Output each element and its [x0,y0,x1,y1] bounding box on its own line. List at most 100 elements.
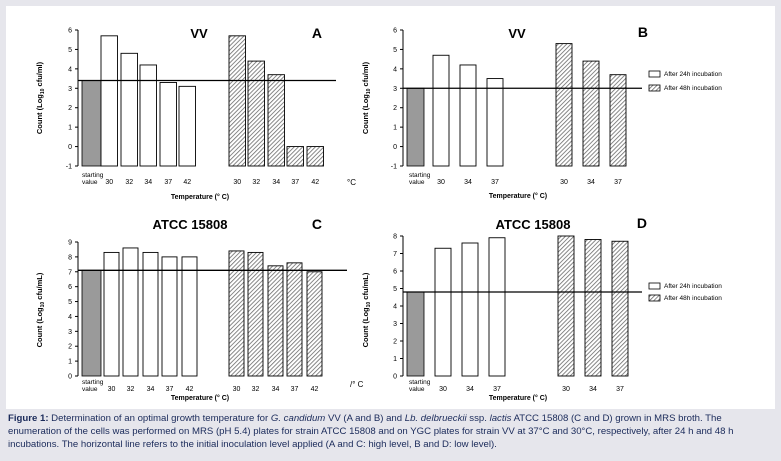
caption-organism-1: G. candidum [270,413,326,424]
panel-d-legend-label: After 48h incubation [664,295,722,302]
panel-c-x-tick-label: 32 [127,386,135,393]
panel-b-starting-label-1: starting [409,172,431,179]
panel-b-starting-label-2: value [409,179,425,186]
panel-b-bar-24h [486,78,504,167]
panel-b-y-axis-label: Count (Log10 cfu/ml) [361,61,372,134]
panel-d-bar-48h [557,235,575,377]
panel-a-unit-label: °C [347,178,356,187]
panel-c-x-tick-label: 42 [186,386,194,393]
panel-c-x-tick-label: 34 [272,386,280,393]
panel-d-title: ATCC 15808 [496,217,571,232]
panel-a-x-tick-label: 34 [144,179,152,186]
panel-d-x-tick-label: 37 [493,386,501,393]
panel-c-y-axis-label: Count (Log10 cfu/mL) [35,272,46,347]
panel-a-bar-48h [247,60,265,167]
panel-c-x-tick-label: 32 [252,386,260,393]
panel-c-bar-24h [161,256,178,377]
panel-b-legend-swatch [648,70,661,78]
panel-d-y-tick-label: 4 [393,304,397,311]
panel-c-bar-24h [142,251,159,377]
panel-a-x-tick-label: 32 [125,179,133,186]
panel-a-y-axis-label: Count (Log10 cfu/ml) [35,61,46,134]
caption-organism-3: lactis [489,413,512,424]
panel-b-legend-label: After 24h incubation [664,71,722,78]
panel-a-x-tick-label: 42 [183,179,191,186]
panel-b-y-tick-label: 3 [393,86,397,93]
panel-a-y-tick-label: 3 [68,86,72,93]
panel-a-y-tick-label: 0 [68,144,72,151]
panel-b-letter: B [638,24,648,40]
panel-d-legend-swatch [648,294,661,302]
panel-d-legend-swatch [648,282,661,290]
panel-c-starting-label-2: value [82,386,98,393]
panel-b-bar-48h [609,74,627,167]
panel-b-y-tick-label: -1 [391,164,397,171]
panel-b-y-tick-label: 2 [393,105,397,112]
panel-a-bar-24h [178,85,196,167]
panel-b-x-tick-label: 34 [464,179,472,186]
panel-c-y-tick-label: 6 [68,284,72,291]
panel-d-x-tick-label: 37 [616,386,624,393]
panel-c-x-tick-label: 34 [147,386,155,393]
panel-b-y-tick-label: 4 [393,66,397,73]
panel-b-y-tick-label: 5 [393,47,397,54]
panel-a-starting-label-1: starting [82,172,104,179]
panel-a-bar-48h [286,146,304,167]
panel-b-bar-24h [432,54,450,167]
panel-a-x-tick-label: 30 [233,179,241,186]
panel-c-bar-48h [286,262,303,377]
caption-text-4: ATCC 15808 (C and D) grown in MRS broth.… [8,413,734,450]
panel-c-starting-bar [81,269,102,377]
panel-b-x-tick-label: 37 [491,179,499,186]
panel-b-x-tick-label: 34 [587,179,595,186]
figure-caption: Figure 1: Determination of an optimal gr… [8,412,776,451]
panel-c-y-tick-label: 2 [68,344,72,351]
panel-b-legend-swatch [648,84,661,92]
panel-d-bar-24h [434,247,452,377]
panel-a-x-tick-label: 30 [105,179,113,186]
panel-c-bar-24h [103,251,120,377]
panel-d-y-tick-label: 0 [393,374,397,381]
panel-b-y-tick-label: 1 [393,125,397,132]
panel-a-x-axis-label: Temperature (° C) [171,193,229,201]
panel-c-y-tick-label: 7 [68,269,72,276]
panel-d-y-tick-label: 8 [393,234,397,241]
panel-d-starting-label-2: value [409,386,425,393]
caption-label: Figure 1: [8,413,49,424]
panel-c-unit-label: /° C [350,380,364,389]
panel-b-x-axis-label: Temperature (° C) [489,192,547,200]
panel-c-x-axis-label: Temperature (° C) [171,394,229,402]
panel-c-bar-48h [228,250,245,377]
panel-c-y-tick-label: 0 [68,374,72,381]
panel-b-y-tick-label: 0 [393,144,397,151]
panel-d-y-tick-label: 1 [393,356,397,363]
panel-b-bar-48h [555,43,573,167]
panel-a-y-tick-label: -1 [66,164,72,171]
panel-c-bar-48h [247,251,264,377]
caption-text-1: Determination of an optimal growth tempe… [48,413,271,424]
panel-b-starting-bar [406,87,425,167]
panel-c-y-tick-label: 1 [68,359,72,366]
panel-a-y-tick-label: 4 [68,66,72,73]
panel-b-bar-48h [582,60,600,167]
panel-c-y-tick-label: 5 [68,299,72,306]
panel-d-x-tick-label: 34 [589,386,597,393]
panel-d-bar-24h [488,237,506,377]
panel-d-x-tick-label: 34 [466,386,474,393]
panel-b-legend-label: After 48h incubation [664,85,722,92]
panel-d-y-tick-label: 6 [393,269,397,276]
panel-a-x-tick-label: 32 [252,179,260,186]
panel-b-x-tick-label: 30 [437,179,445,186]
panel-c-x-tick-label: 30 [108,386,116,393]
panel-a-bar-24h [120,52,138,167]
panel-d-y-tick-label: 5 [393,286,397,293]
panel-a-letter: A [312,25,322,41]
panel-d-y-tick-label: 2 [393,339,397,346]
panel-d-bar-48h [611,240,629,377]
panel-a-bar-48h [306,146,324,167]
panel-d-x-tick-label: 30 [439,386,447,393]
panel-c-x-tick-label: 42 [311,386,319,393]
panel-c-y-tick-label: 3 [68,329,72,336]
panel-a-bar-48h [267,74,285,167]
